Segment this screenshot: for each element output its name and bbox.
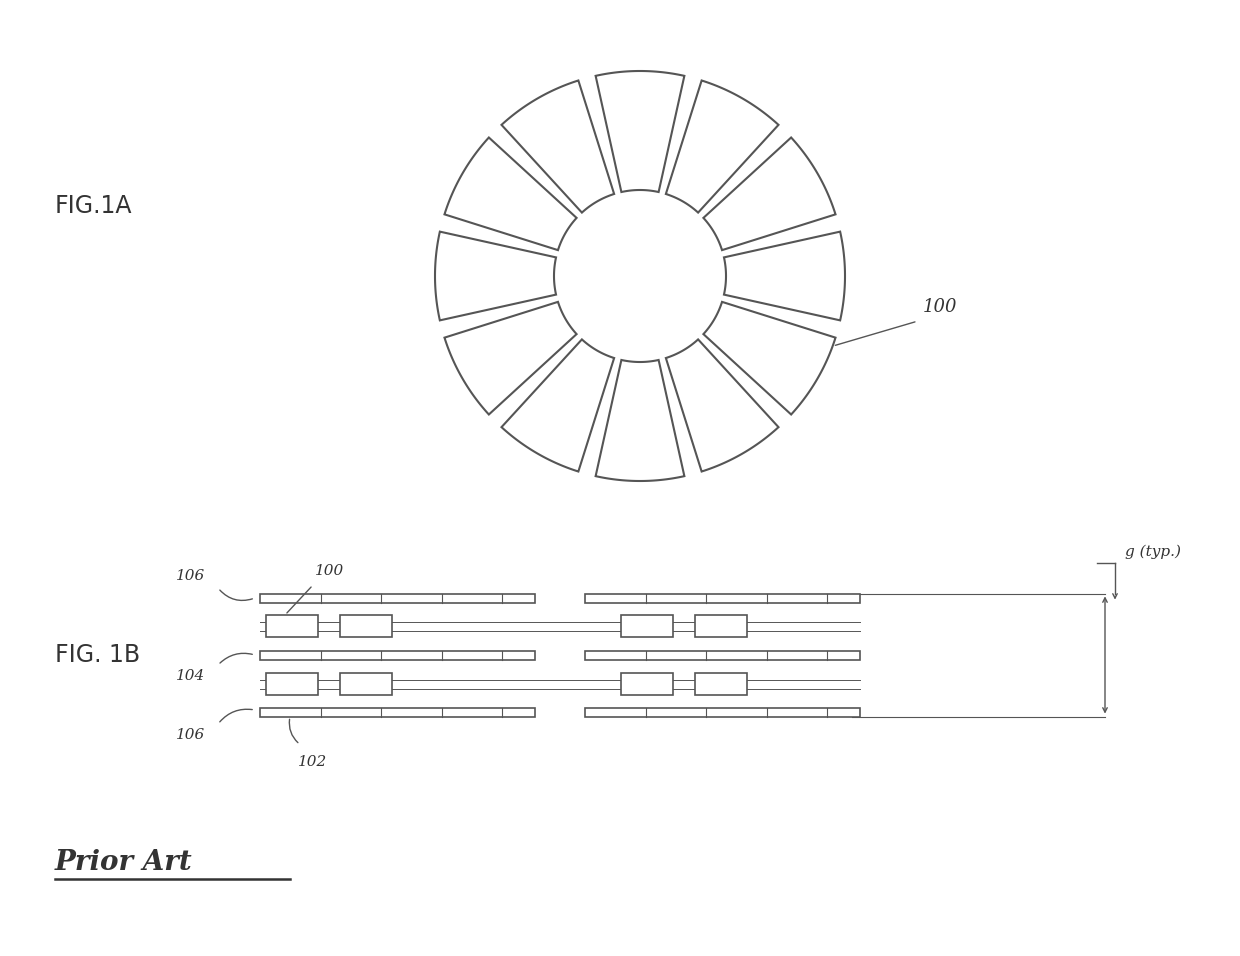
Bar: [585, 650, 861, 660]
Bar: [260, 650, 534, 660]
Polygon shape: [595, 360, 684, 481]
Polygon shape: [703, 302, 836, 415]
Bar: [340, 615, 392, 637]
Text: Prior Art: Prior Art: [55, 849, 192, 876]
Text: 106: 106: [176, 728, 205, 742]
Text: 102: 102: [298, 754, 327, 769]
Polygon shape: [435, 231, 556, 320]
Bar: [267, 615, 317, 637]
Polygon shape: [703, 138, 836, 250]
Bar: [585, 707, 861, 716]
Text: 104: 104: [176, 669, 205, 683]
Bar: [621, 673, 673, 695]
Bar: [267, 673, 317, 695]
Bar: [340, 673, 392, 695]
Text: 106: 106: [176, 569, 205, 583]
Polygon shape: [595, 71, 684, 192]
Text: FIG.1A: FIG.1A: [55, 194, 133, 218]
Polygon shape: [724, 231, 844, 320]
Bar: [260, 594, 534, 602]
Polygon shape: [666, 339, 779, 471]
Polygon shape: [501, 339, 614, 471]
Bar: [694, 615, 746, 637]
Bar: [585, 594, 861, 602]
Text: 100: 100: [923, 298, 957, 316]
Polygon shape: [501, 80, 614, 212]
Text: FIG. 1B: FIG. 1B: [55, 643, 140, 667]
Bar: [694, 673, 746, 695]
Polygon shape: [666, 80, 779, 212]
Polygon shape: [444, 138, 577, 250]
Text: g (typ.): g (typ.): [1125, 545, 1180, 559]
Text: 100: 100: [315, 564, 345, 578]
Bar: [260, 707, 534, 716]
Polygon shape: [444, 302, 577, 415]
Bar: [621, 615, 673, 637]
